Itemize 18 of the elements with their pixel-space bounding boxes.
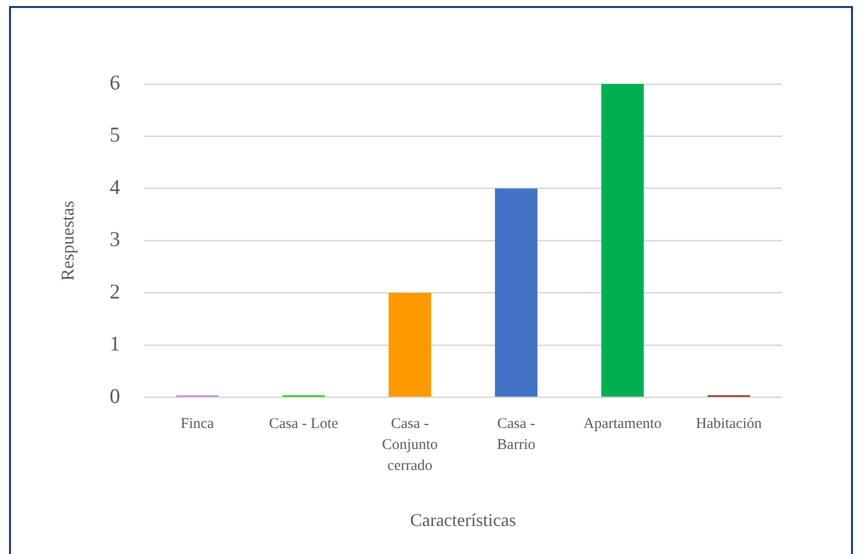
x-tick-label: Apartamento bbox=[583, 416, 662, 432]
x-tick-label: Casa - Conjunto cerrado bbox=[382, 416, 438, 474]
x-tick-label: Casa - Barrio bbox=[497, 416, 536, 453]
x-tick-label: Habitación bbox=[696, 416, 762, 432]
x-axis-title: Características bbox=[410, 510, 516, 530]
y-tick-label: 3 bbox=[110, 227, 120, 252]
x-tick-label: Casa - Lote bbox=[269, 416, 338, 432]
bar bbox=[388, 292, 432, 397]
bar bbox=[601, 84, 644, 397]
bar bbox=[494, 188, 538, 397]
y-tick-label: 4 bbox=[110, 174, 121, 199]
y-tick-label: 1 bbox=[110, 332, 120, 356]
y-tick-label: 5 bbox=[110, 122, 120, 147]
y-tick-label: 6 bbox=[110, 70, 120, 95]
y-tick-label: 2 bbox=[110, 279, 120, 304]
y-tick-label: 0 bbox=[110, 384, 120, 408]
y-axis-title: Respuestas bbox=[58, 200, 78, 281]
x-tick-label: Finca bbox=[180, 416, 214, 432]
